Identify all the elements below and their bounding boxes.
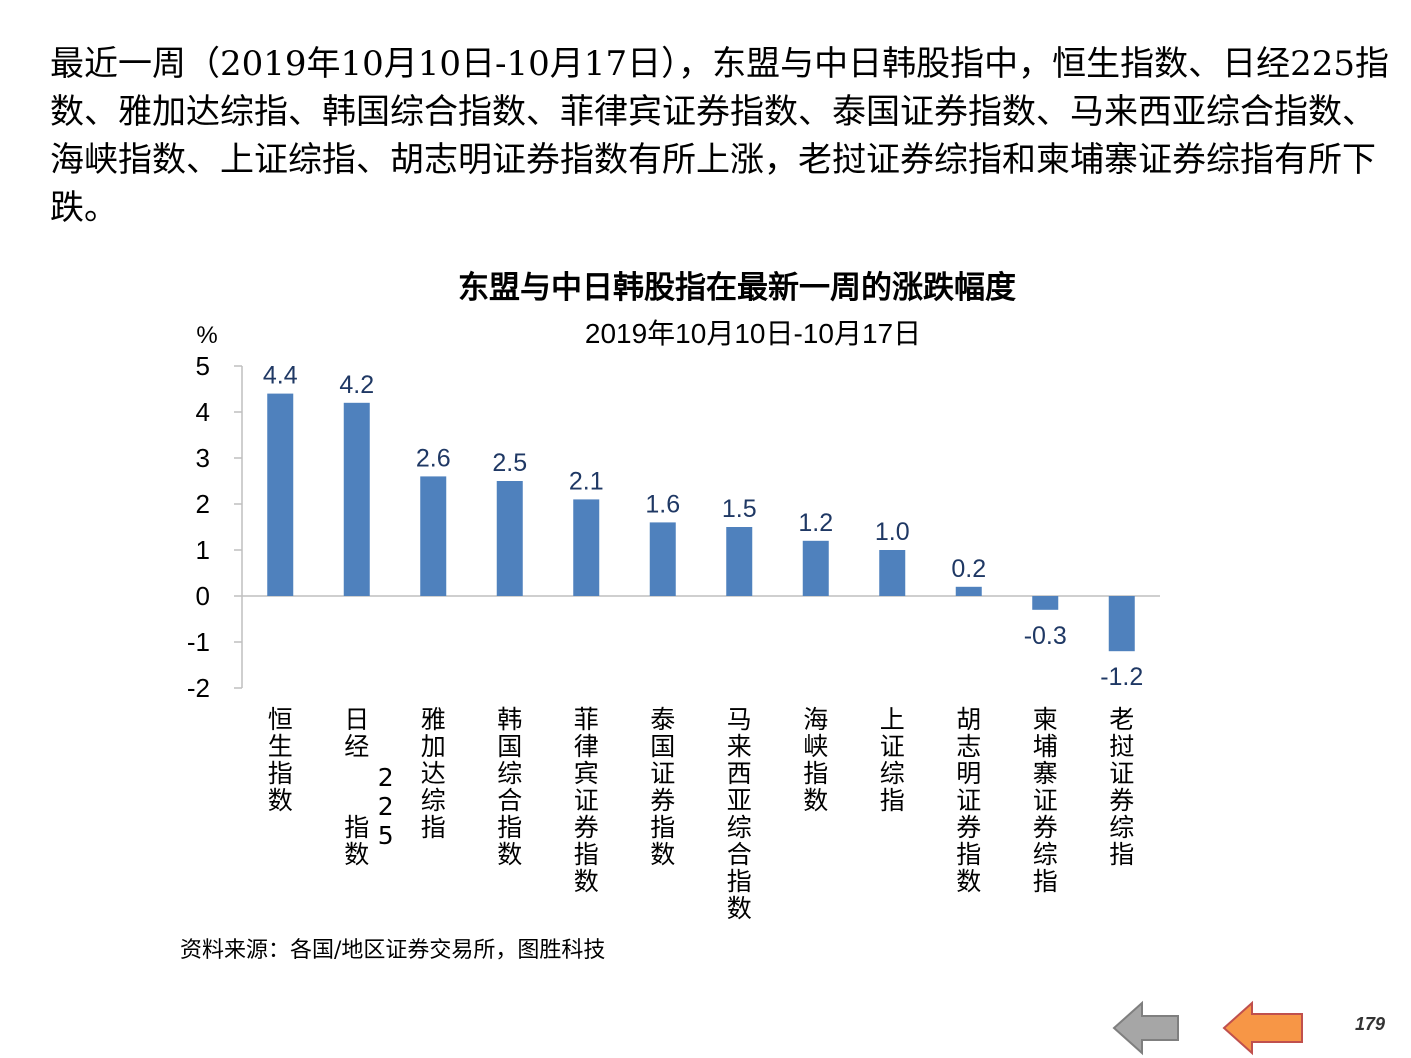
category-label: 柬埔寨证券综指 xyxy=(1033,705,1058,896)
bar xyxy=(573,499,600,596)
arrow-left-gray-icon[interactable] xyxy=(1112,1000,1182,1058)
bar xyxy=(955,586,982,596)
data-label: 2.6 xyxy=(416,444,451,472)
data-label: 4.4 xyxy=(263,362,298,390)
category-label: 泰国证券指数 xyxy=(650,705,675,869)
bar xyxy=(420,476,447,596)
data-label: 1.2 xyxy=(798,509,833,537)
bar xyxy=(649,522,676,596)
y-tick-label: 4 xyxy=(196,397,210,427)
category-label: 韩国综合指数 xyxy=(497,705,522,869)
category-label: 胡志明证券指数 xyxy=(956,705,981,896)
chart-subtitle: 2019年10月10日-10月17日 xyxy=(585,318,921,349)
bar xyxy=(267,393,294,596)
data-labels: 4.4 4.2 2.6 2.5 2.1 1.6 1.5 1.2 1.0 0.2 -0.3 -1.2 xyxy=(263,362,1143,692)
y-axis-unit: % xyxy=(196,322,217,349)
y-tick-label: -2 xyxy=(187,673,210,703)
bar xyxy=(1108,596,1135,652)
category-label: 海峡指数 xyxy=(803,705,828,815)
data-label: 1.5 xyxy=(722,495,757,523)
category-label: 老挝证券综指 xyxy=(1109,705,1134,869)
category-label: 恒生指数 xyxy=(268,705,293,815)
bar xyxy=(343,402,370,596)
bar xyxy=(802,540,829,596)
y-tick-label: 2 xyxy=(196,489,210,519)
category-label: 雅加达综指 xyxy=(421,705,446,842)
y-tick-label: 0 xyxy=(196,581,210,611)
bars xyxy=(267,393,1135,652)
page-number: 179 xyxy=(1355,1014,1386,1034)
arrow-left-orange-icon[interactable] xyxy=(1222,1000,1306,1058)
data-label: 2.5 xyxy=(492,449,527,477)
y-ticks: 5 4 3 2 1 0 -1 -2 xyxy=(187,351,242,703)
category-label: 菲律宾证券指数 xyxy=(574,705,599,896)
bar xyxy=(726,527,753,596)
data-label: 1.6 xyxy=(645,490,680,518)
bar xyxy=(1032,596,1059,610)
category-label: 马来西亚综合指数 xyxy=(727,705,752,923)
category-label: 上证综指 xyxy=(880,705,905,815)
bar xyxy=(496,481,523,596)
bar xyxy=(879,550,906,596)
data-label: 1.0 xyxy=(875,518,910,546)
data-label: 2.1 xyxy=(569,467,604,495)
data-label: 4.2 xyxy=(339,371,374,399)
data-label: -0.3 xyxy=(1024,622,1067,650)
y-tick-label: -1 xyxy=(187,627,210,657)
y-tick-label: 1 xyxy=(196,535,210,565)
chart-title: 东盟与中日韩股指在最新一周的涨跌幅度 xyxy=(458,270,1016,306)
data-label: -1.2 xyxy=(1100,663,1143,691)
data-label: 0.2 xyxy=(951,555,986,583)
category-label: 日经 225 指数 xyxy=(313,705,400,869)
y-tick-label: 5 xyxy=(196,351,210,381)
y-tick-label: 3 xyxy=(196,443,210,473)
intro-paragraph: 最近一周（2019年10月10日-10月17日），东盟与中日韩股指中，恒生指数、… xyxy=(50,44,1389,228)
source-note: 资料来源：各国/地区证券交易所，图胜科技 xyxy=(180,938,606,963)
